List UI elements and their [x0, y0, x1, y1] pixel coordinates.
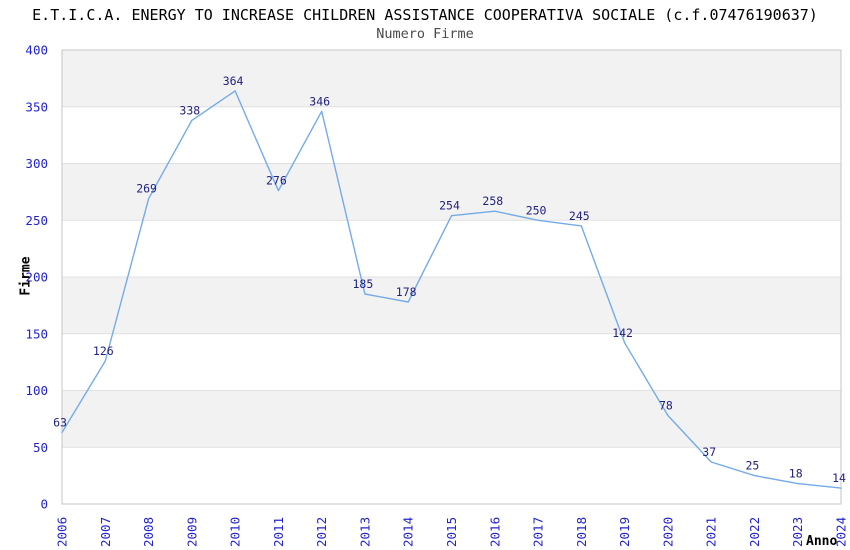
- data-point-label: 126: [93, 344, 114, 358]
- x-tick-label: 2023: [790, 517, 805, 547]
- data-point-label: 258: [482, 194, 503, 208]
- x-tick-label: 2024: [834, 517, 849, 547]
- data-point-label: 276: [266, 174, 287, 188]
- plot-border: [61, 49, 842, 505]
- y-tick-label: 100: [25, 383, 48, 398]
- data-point-label: 63: [53, 416, 67, 430]
- data-point-label: 142: [612, 326, 633, 340]
- x-tick-label: 2012: [314, 517, 329, 547]
- plot-band-white: [62, 333, 841, 391]
- data-point-label: 250: [526, 203, 547, 217]
- plot-band-gray: [62, 390, 841, 448]
- plot-band-gray: [62, 50, 841, 107]
- x-tick-label: 2017: [531, 517, 546, 547]
- data-point-label: 37: [702, 445, 716, 459]
- x-tick-label: 2018: [574, 517, 589, 547]
- plot-band-white: [62, 106, 841, 164]
- data-point-label: 364: [223, 74, 244, 88]
- x-tick-label: 2014: [401, 517, 416, 547]
- y-tick-label: 150: [25, 326, 48, 341]
- data-point-label: 185: [353, 277, 374, 291]
- x-tick-label: 2019: [617, 517, 632, 547]
- plot-band-gray: [62, 277, 841, 334]
- chart-title: E.T.I.C.A. ENERGY TO INCREASE CHILDREN A…: [32, 6, 818, 24]
- x-tick-label: 2008: [141, 517, 156, 547]
- y-tick-label: 350: [25, 99, 48, 114]
- data-point-label: 254: [439, 199, 460, 213]
- data-point-label: 346: [309, 94, 330, 108]
- x-tick-label: 2010: [228, 517, 243, 547]
- x-tick-label: 2022: [747, 517, 762, 547]
- y-tick-label: 250: [25, 213, 48, 228]
- y-axis-title: Firme: [18, 256, 34, 296]
- y-tick-label: 50: [33, 440, 48, 455]
- x-tick-label: 2007: [98, 517, 113, 547]
- plot-band-gray: [62, 163, 841, 221]
- x-tick-label: 2009: [184, 517, 199, 547]
- data-point-label: 269: [136, 182, 157, 196]
- x-tick-label: 2016: [487, 517, 502, 547]
- plot-band-white: [62, 220, 841, 277]
- y-tick-label: 0: [40, 497, 48, 512]
- data-point-label: 14: [832, 471, 846, 485]
- y-tick-label: 400: [25, 43, 48, 58]
- data-point-label: 18: [789, 467, 803, 481]
- x-tick-label: 2020: [660, 517, 675, 547]
- chart-subtitle: Numero Firme: [376, 26, 474, 42]
- plot-band-white: [62, 447, 841, 504]
- y-tick-label: 200: [25, 270, 48, 285]
- data-line: [61, 90, 842, 489]
- x-tick-label: 2011: [271, 517, 286, 547]
- x-tick-label: 2021: [704, 517, 719, 547]
- data-point-label: 78: [659, 399, 673, 413]
- x-tick-label: 2006: [55, 517, 70, 547]
- data-point-label: 25: [745, 459, 759, 473]
- y-tick-label: 300: [25, 156, 48, 171]
- data-point-label: 178: [396, 285, 417, 299]
- x-tick-label: 2015: [444, 517, 459, 547]
- data-point-label: 245: [569, 209, 590, 223]
- data-point-label: 338: [179, 103, 200, 117]
- x-axis-title: Anno: [806, 534, 838, 549]
- x-tick-label: 2013: [357, 517, 372, 547]
